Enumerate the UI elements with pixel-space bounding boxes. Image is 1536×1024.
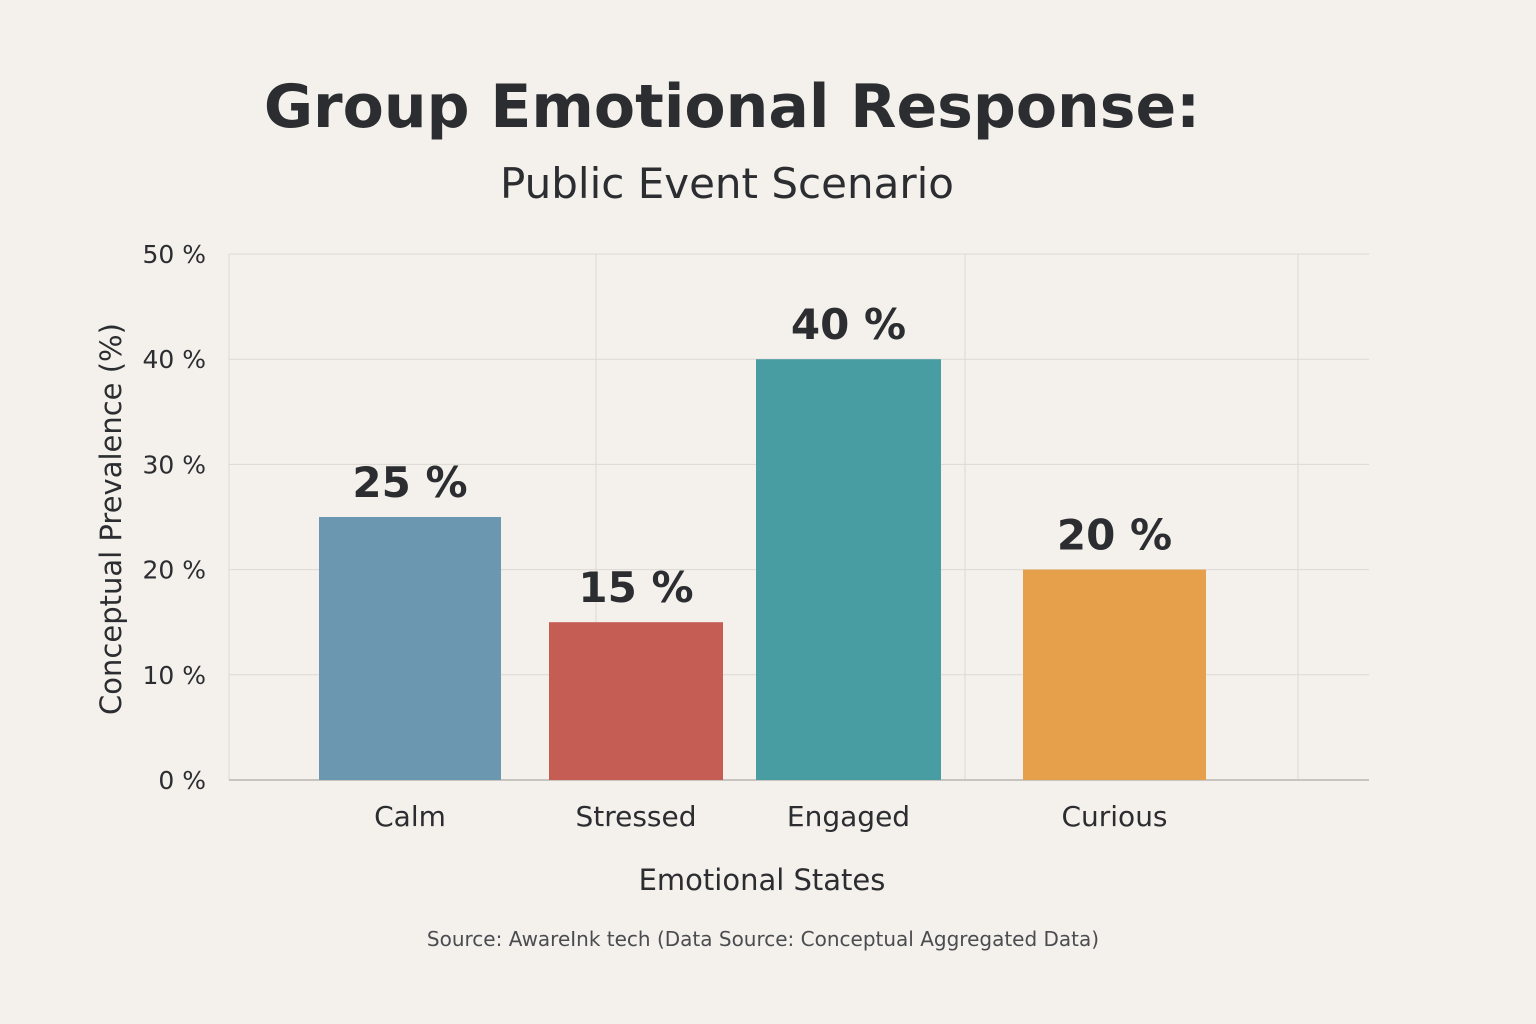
- bar-calm: [319, 517, 501, 780]
- x-axis-title: Emotional States: [639, 863, 886, 897]
- x-tick-label: Calm: [374, 800, 446, 833]
- bar-engaged: [756, 359, 941, 780]
- y-tick-label: 0 %: [158, 766, 206, 795]
- y-tick-label: 50 %: [142, 240, 206, 269]
- value-labels: 25 % 15 % 40 % 20 %: [352, 300, 1172, 612]
- y-tick-label: 30 %: [142, 450, 206, 479]
- y-tick-label: 40 %: [142, 345, 206, 374]
- value-label: 20 %: [1057, 511, 1172, 560]
- x-tick-label: Stressed: [575, 800, 696, 833]
- value-label: 25 %: [352, 458, 467, 507]
- value-label: 15 %: [578, 563, 693, 612]
- y-axis-ticks: 0 % 10 % 20 % 30 % 40 % 50 %: [142, 240, 206, 795]
- bar-stressed: [549, 622, 723, 780]
- y-tick-label: 20 %: [142, 556, 206, 585]
- source-note: Source: AwareInk tech (Data Source: Conc…: [427, 927, 1099, 951]
- value-label: 40 %: [791, 300, 906, 349]
- bar-curious: [1023, 569, 1206, 780]
- chart-title: Group Emotional Response:: [264, 72, 1200, 142]
- x-axis-ticks: Calm Stressed Engaged Curious: [374, 800, 1167, 833]
- chart-subtitle: Public Event Scenario: [500, 159, 954, 208]
- x-tick-label: Engaged: [787, 800, 910, 833]
- bars: [319, 359, 1206, 780]
- y-tick-label: 10 %: [142, 661, 206, 690]
- x-tick-label: Curious: [1061, 800, 1167, 833]
- y-axis-title: Conceptual Prevalence (%): [94, 323, 128, 715]
